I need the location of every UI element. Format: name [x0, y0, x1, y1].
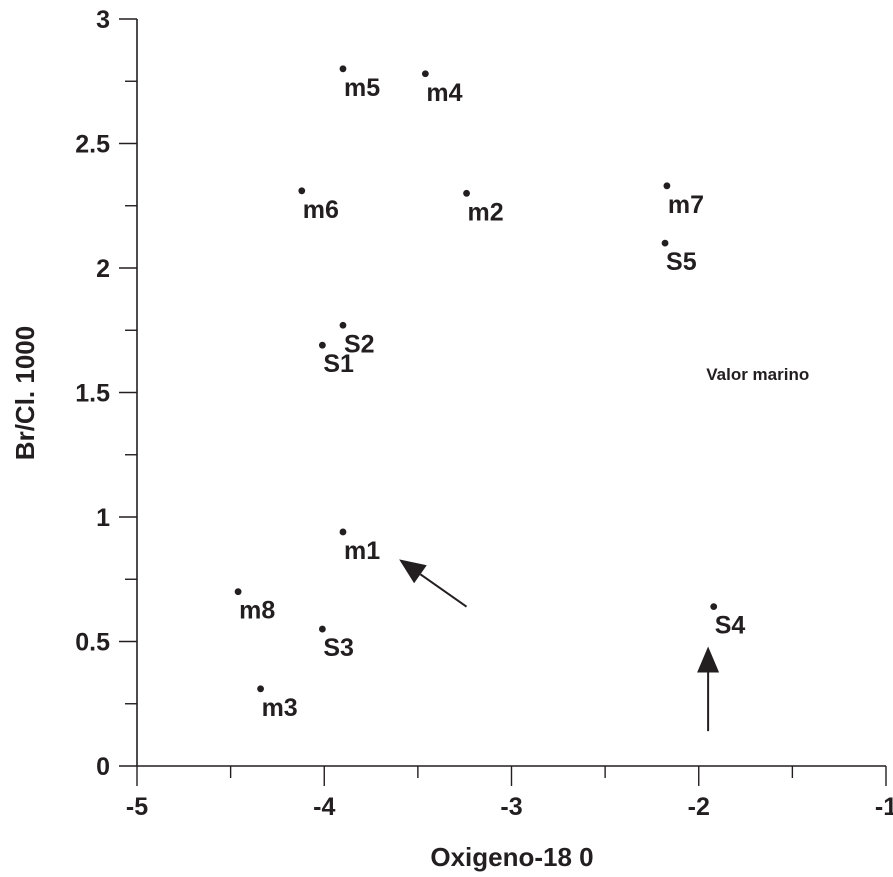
- x-tick-label: -4: [313, 793, 335, 821]
- y-tick-label: 3: [96, 6, 110, 34]
- y-tick-label: 0: [96, 753, 110, 781]
- axes: [136, 19, 886, 767]
- point-label: m2: [468, 198, 504, 226]
- x-axis-title: Oxigeno-18 0: [430, 842, 593, 872]
- arrow-shaft: [419, 573, 468, 608]
- point-label: S1: [323, 350, 354, 378]
- x-tick-label: -3: [500, 793, 522, 821]
- data-point: [318, 625, 326, 633]
- point-label: m8: [239, 597, 275, 625]
- data-point: [663, 182, 671, 190]
- data-point: [661, 239, 669, 247]
- arrow-head: [399, 559, 427, 584]
- point-label: S2: [344, 330, 375, 358]
- y-tick-label: 2.5: [75, 131, 110, 159]
- y-tick-label: 2: [96, 255, 110, 283]
- y-axis-title: Br/Cl. 1000: [10, 326, 40, 460]
- point-label: m4: [426, 79, 462, 107]
- axis-ticks: 0 0.5 1 1.5 2 2.5 3 -5 -4 -3 -2 -1: [75, 6, 893, 821]
- data-point: [257, 685, 264, 693]
- data-point: [463, 189, 470, 197]
- y-tick-label: 1: [96, 504, 110, 532]
- point-label: m6: [303, 196, 339, 224]
- point-label: m7: [668, 191, 704, 219]
- data-point: [421, 70, 429, 78]
- point-label: S5: [666, 248, 697, 276]
- data-point: [339, 65, 347, 73]
- arrows: [399, 559, 720, 732]
- y-tick-label: 0.5: [75, 629, 110, 657]
- data-point: [298, 187, 306, 195]
- point-label: S3: [323, 634, 354, 662]
- point-label: m1: [344, 537, 380, 565]
- annotation-label: Valor marino: [706, 365, 809, 384]
- data-point: [339, 321, 347, 329]
- arrow-head: [697, 646, 720, 673]
- point-label: m5: [344, 74, 380, 102]
- x-tick-label: -5: [126, 793, 148, 821]
- data-point: [234, 588, 242, 596]
- x-tick-label: -2: [688, 793, 710, 821]
- point-label: m3: [262, 694, 298, 722]
- y-tick-label: 1.5: [75, 380, 110, 408]
- x-tick-label: -1: [875, 793, 893, 821]
- data-point: [318, 341, 326, 349]
- data-point: [339, 528, 347, 536]
- data-point: [710, 603, 718, 611]
- point-label: S4: [715, 612, 746, 640]
